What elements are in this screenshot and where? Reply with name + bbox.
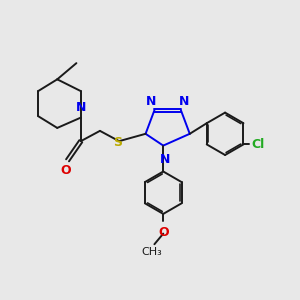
Text: Cl: Cl [252, 138, 265, 151]
Text: N: N [160, 153, 170, 166]
Text: O: O [61, 164, 71, 177]
Text: N: N [146, 95, 156, 108]
Text: N: N [76, 101, 86, 114]
Text: O: O [158, 226, 169, 239]
Text: N: N [179, 95, 190, 108]
Text: S: S [113, 136, 122, 149]
Text: CH₃: CH₃ [142, 247, 162, 257]
